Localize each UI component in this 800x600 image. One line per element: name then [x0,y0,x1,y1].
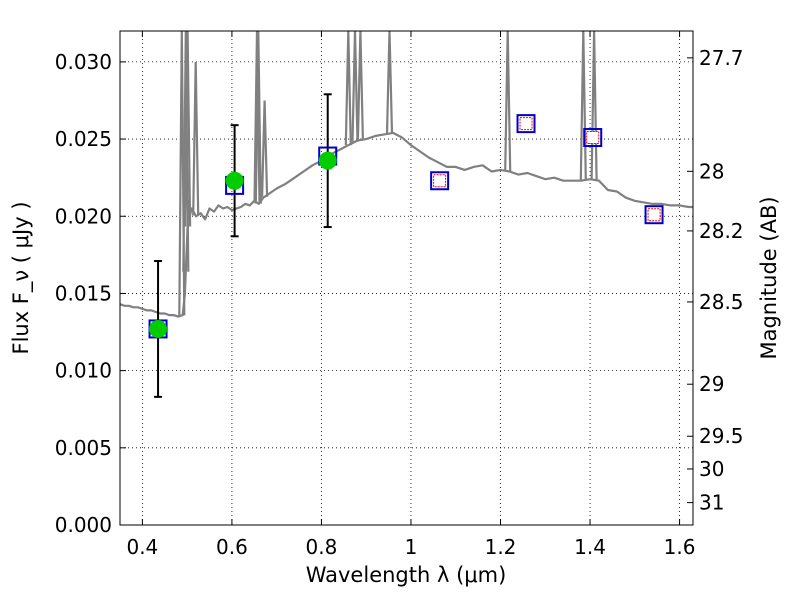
upper-limit-square [647,208,661,222]
y-tick-label: 0.015 [55,281,112,305]
emission-line [504,31,512,172]
emission-line [351,31,359,142]
model-point-square [644,205,664,225]
spectrum-line [120,131,693,318]
right-tick-label: 28.5 [699,290,744,314]
right-tick-label: 30 [699,457,724,481]
emission-line [261,100,269,197]
emission-line [254,31,262,204]
emission-line [579,31,587,181]
x-tick-label: 1.6 [664,535,696,559]
y-tick-label: 0.025 [55,127,112,151]
x-tick-label: 1 [405,535,418,559]
right-tick-label: 28 [699,159,724,183]
y-tick-label: 0.020 [55,204,112,228]
x-tick-label: 0.6 [216,535,248,559]
emission-line [184,31,192,227]
y-tick-label: 0.030 [55,50,112,74]
x-tick-label: 0.4 [126,535,158,559]
emission-line [344,31,352,146]
emission-line [590,31,598,180]
right-tick-label: 29.5 [699,424,744,448]
y-tick-label: 0.005 [55,436,112,460]
model-point-square [430,171,450,191]
right-tick-label: 28.2 [699,219,744,243]
observed-point [149,319,168,338]
emission-line [192,61,200,216]
y-tick-label: 0.010 [55,359,112,383]
upper-limit-square [433,174,447,188]
right-tick-label: 29 [699,372,724,396]
emission-line [253,31,261,203]
right-axis-title: Magnitude (AB) [757,196,781,359]
x-tick-label: 1.4 [574,535,606,559]
observed-point [318,151,337,170]
observed-point [225,171,244,190]
data-points [148,93,664,398]
y-tick-label: 0.000 [55,513,112,537]
y-axis-title: Flux F_ν ( μJy ) [9,201,34,354]
x-tick-label: 0.8 [306,535,338,559]
grid [120,31,693,525]
plot-frame [119,30,694,526]
right-tick-label: 27.7 [699,46,744,70]
emission-line [182,31,190,272]
axis-ticks: 0.4 0.6 0.8 1 1.2 1.4 1.6 0.000 0.005 0.010 0.015 0… [55,31,744,559]
emission-line [385,31,394,134]
x-tick-label: 1.2 [485,535,517,559]
right-tick-label: 31 [699,491,724,515]
x-axis-title: Wavelength λ (μm) [306,563,507,587]
model-point-square [583,128,603,148]
model-point-square [516,114,536,134]
emission-line [356,31,364,141]
upper-limit-square [586,131,600,145]
upper-limit-square [519,117,533,131]
plot-series [120,31,693,318]
